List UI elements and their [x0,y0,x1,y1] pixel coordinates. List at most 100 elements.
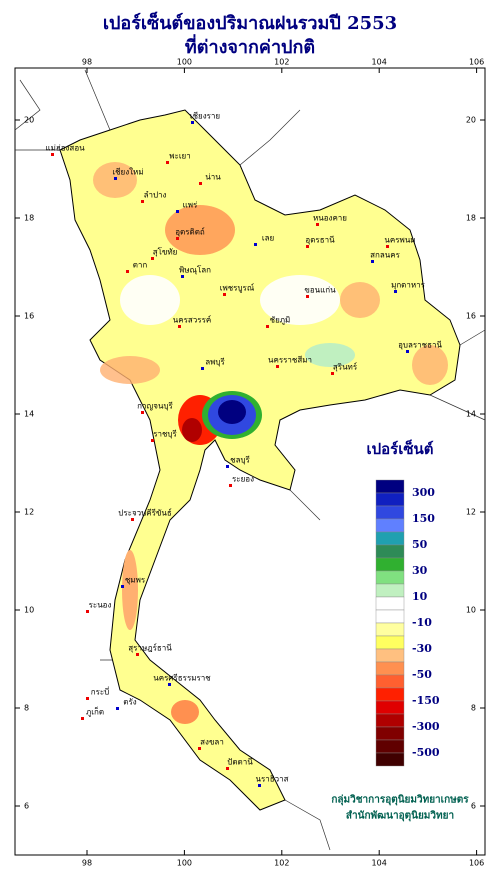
province-label: หนองคาย [313,214,347,223]
station [114,177,117,180]
station [86,697,89,700]
province-label: มุกดาหาร [391,281,426,290]
province-label: ลำปาง [144,191,167,200]
province-label: กาญจนบุรี [137,402,173,411]
legend-swatch [375,583,405,598]
province-label: ภูเก็ต [86,707,104,718]
y-tick-label: 16 [24,312,34,321]
province-label: นครพนม [384,236,415,245]
y-tick-label: 14 [24,410,34,419]
title: เปอร์เซ็นต์ของปริมาณฝนรวมปี 2553 [103,11,397,34]
station [371,260,374,263]
legend-swatch [375,674,405,689]
x-tick-label: 104 [372,859,387,868]
legend-label: 50 [412,538,428,551]
legend-swatch [375,518,405,533]
station [151,439,154,442]
station [141,200,144,203]
province-label: สงขลา [200,738,224,747]
station [201,367,204,370]
station [229,484,232,487]
province-label: อุตรดิตถ์ [175,227,205,237]
credit: กลุ่มวิชาการอุตุนิยมวิทยาเกษตร [331,794,469,806]
legend-label: -50 [412,668,432,681]
legend-swatch [375,479,405,494]
station [386,245,389,248]
province-label: แม่ฮ่องสอน [45,144,85,153]
province-label: ลพบุรี [205,358,225,367]
station [316,223,319,226]
station [151,257,154,260]
station [331,372,334,375]
station [136,653,139,656]
station [166,161,169,164]
province-label: ราชบุรี [153,430,177,439]
y-tick-label: 10 [24,606,34,615]
province-label: แพร่ [183,201,198,210]
station [226,767,229,770]
station [226,465,229,468]
legend-swatch [375,531,405,546]
legend-swatch [375,752,405,767]
station [126,270,129,273]
legend-swatch [375,544,405,559]
province-labels: เชียงรายแม่ฮ่องสอนพะเยาเชียงใหม่น่านลำปา… [45,112,442,787]
province-label: นครสวรรค์ [173,315,211,325]
province-label: สุรินทร์ [333,362,358,372]
legend-swatch [375,570,405,585]
legend-swatch [375,687,405,702]
x-tick-label: 106 [469,859,484,868]
province-label: กระบี่ [91,686,110,697]
station [168,683,171,686]
station [121,585,124,588]
legend-swatch [375,492,405,507]
y-tick-label: 20 [466,116,476,125]
station [266,325,269,328]
station [198,747,201,750]
y-tick-label: 6 [471,802,476,811]
station [276,365,279,368]
y-tick-label: 20 [24,116,34,125]
x-tick-label: 102 [274,859,289,868]
province-label: สุโขทัย [153,247,178,257]
legend-swatch [375,622,405,637]
province-label: พิษณุโลก [179,265,211,275]
province-label: สุราษฎร์ธานี [128,643,172,653]
province-label: ประจวบคีรีขันธ์ [118,508,172,518]
title: ที่ต่างจากค่าปกติ [185,34,315,58]
province-label: ขอนแก่น [304,286,336,295]
legend-swatch [375,596,405,611]
station [191,121,194,124]
y-tick-label: 12 [466,508,476,517]
x-tick-label: 102 [274,58,289,67]
legend-swatch [375,739,405,754]
legend-title: เปอร์เซ็นต์ [366,439,433,458]
station [141,411,144,414]
province-label: เลย [262,234,274,243]
province-label: นราธิวาส [255,775,288,784]
legend: 300 150 50 30 10 -10 -30 -50 -150 -300 -500 [375,479,440,767]
station [51,153,54,156]
legend-swatch [375,609,405,624]
province-label: ปัตตานี [227,758,253,767]
credit: สำนักพัฒนาอุตุนิยมวิทยา [346,810,454,822]
x-tick-label: 100 [177,859,192,868]
legend-label: -300 [412,720,440,733]
legend-swatch [375,713,405,728]
legend-label: 150 [412,512,435,525]
station [178,325,181,328]
station [86,610,89,613]
y-tick-label: 14 [466,410,476,419]
legend-swatch [375,505,405,520]
y-tick-label: 8 [471,704,476,713]
station [406,350,409,353]
legend-label: -150 [412,694,440,707]
station [116,707,119,710]
province-label: ระนอง [89,601,112,610]
x-tick-label: 104 [372,58,387,67]
y-tick-label: 12 [24,508,34,517]
y-tick-label: 18 [24,214,34,223]
